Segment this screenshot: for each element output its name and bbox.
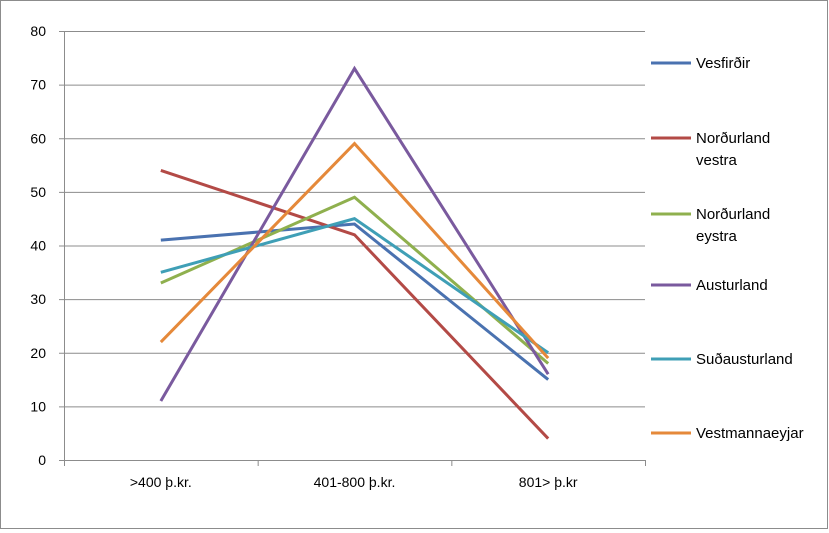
x-tick-label: >400 þ.kr. xyxy=(130,474,192,490)
x-tick-label: 401-800 þ.kr. xyxy=(314,474,396,490)
legend-label: Austurland xyxy=(696,277,768,294)
y-tick-label: 0 xyxy=(38,452,46,468)
y-tick-label: 40 xyxy=(30,238,46,254)
legend-label: Norðurland eystra xyxy=(696,206,770,245)
series-line-4 xyxy=(160,217,550,354)
series-line-5 xyxy=(159,141,550,360)
legend-label: Vestmannaeyjar xyxy=(696,425,804,442)
series-line-0 xyxy=(160,222,550,381)
gridlines xyxy=(64,31,645,408)
y-tick-label: 50 xyxy=(30,184,46,200)
y-tick-label: 20 xyxy=(30,345,46,361)
legend-label: Suðausturland xyxy=(696,351,793,368)
y-tick-label: 70 xyxy=(30,77,46,93)
series-line-1 xyxy=(160,169,550,440)
legend-label: Norðurland vestra xyxy=(696,130,770,169)
series-lines xyxy=(159,65,550,440)
y-tick-label: 10 xyxy=(30,398,46,414)
x-tick-label: 801> þ.kr xyxy=(519,474,578,490)
y-tick-label: 80 xyxy=(30,23,46,39)
series-line-3 xyxy=(159,65,550,402)
y-tick-label: 60 xyxy=(30,130,46,146)
legend-label: Vesfirðir xyxy=(696,55,750,72)
y-tick-label: 30 xyxy=(30,291,46,307)
axes: 0 10 20 30 40 50 60 70 80 >400 þ.kr. 401-800 þ.kr.… xyxy=(30,23,646,490)
legend: Vesfirðir Norðurland vestra Norðurland eystr… xyxy=(651,55,804,442)
